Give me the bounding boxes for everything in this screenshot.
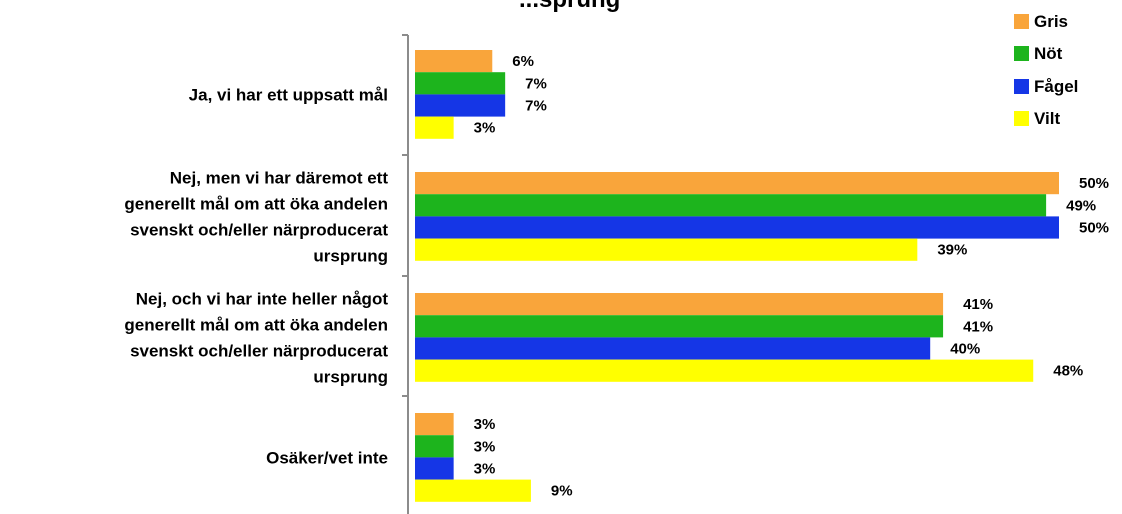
- bar-vilt-3: [415, 359, 1034, 382]
- value-label-gris-1: 6%: [512, 53, 534, 70]
- legend-item-gris: Gris: [1014, 12, 1068, 31]
- legend-item-not: Nöt: [1014, 44, 1063, 63]
- value-label-fagel-4: 3%: [474, 461, 496, 478]
- category-label-1-line-1: Ja, vi har ett uppsatt mål: [189, 85, 388, 104]
- value-label-vilt-3: 48%: [1053, 363, 1083, 380]
- value-label-gris-4: 3%: [474, 416, 496, 433]
- value-label-gris-2: 50%: [1079, 175, 1109, 192]
- legend-swatch-fagel: [1014, 79, 1029, 94]
- axis-layer: [402, 34, 409, 514]
- category-label-2-line-1: Nej, men vi har däremot ett: [170, 168, 389, 187]
- value-label-vilt-2: 39%: [937, 242, 967, 259]
- category-label-2-line-4: ursprung: [313, 246, 388, 265]
- value-label-fagel-2: 50%: [1079, 220, 1109, 237]
- bar-not-3: [415, 315, 944, 338]
- bar-fagel-2: [415, 216, 1059, 239]
- bars-layer: [415, 50, 1059, 502]
- bar-fagel-1: [415, 94, 506, 117]
- bar-gris-2: [415, 172, 1059, 195]
- bar-not-2: [415, 194, 1047, 217]
- legend-swatch-not: [1014, 46, 1029, 61]
- bar-gris-1: [415, 50, 493, 73]
- value-label-gris-3: 41%: [963, 296, 993, 313]
- legend-item-vilt: Vilt: [1014, 109, 1060, 128]
- category-label-2-line-2: generellt mål om att öka andelen: [124, 194, 388, 213]
- bar-vilt-1: [415, 116, 454, 139]
- bar-not-1: [415, 72, 506, 95]
- bar-fagel-3: [415, 337, 931, 360]
- legend-label-not: Nöt: [1034, 44, 1063, 63]
- value-label-not-2: 49%: [1066, 197, 1096, 214]
- legend-item-fagel: Fågel: [1014, 77, 1078, 96]
- bar-vilt-2: [415, 238, 918, 261]
- legend: Gris Nöt Fågel Vilt: [1014, 12, 1078, 128]
- bar-gris-3: [415, 293, 944, 316]
- bar-vilt-4: [415, 479, 531, 502]
- bar-gris-4: [415, 413, 454, 436]
- legend-label-vilt: Vilt: [1034, 109, 1060, 128]
- category-label-3-line-1: Nej, och vi har inte heller något: [136, 289, 389, 308]
- value-label-not-3: 41%: [963, 318, 993, 335]
- category-label-3-line-3: svenskt och/eller närproducerat: [130, 341, 388, 360]
- bar-not-4: [415, 435, 454, 458]
- chart-title: ...sprung: [519, 0, 620, 13]
- value-label-fagel-3: 40%: [950, 341, 980, 358]
- category-label-4-line-1: Osäker/vet inte: [266, 448, 388, 467]
- bar-fagel-4: [415, 457, 454, 480]
- value-label-vilt-1: 3%: [474, 120, 496, 137]
- legend-label-gris: Gris: [1034, 12, 1068, 31]
- legend-swatch-gris: [1014, 14, 1029, 29]
- legend-swatch-vilt: [1014, 111, 1029, 126]
- legend-label-fagel: Fågel: [1034, 77, 1078, 96]
- value-label-not-1: 7%: [525, 75, 547, 92]
- value-label-fagel-1: 7%: [525, 98, 547, 115]
- category-label-2-line-3: svenskt och/eller närproducerat: [130, 220, 388, 239]
- value-label-not-4: 3%: [474, 438, 496, 455]
- value-label-vilt-4: 9%: [551, 483, 573, 500]
- category-label-3-line-4: ursprung: [313, 367, 388, 386]
- category-labels-layer: Ja, vi har ett uppsatt mål Nej, men vi ha…: [124, 85, 388, 467]
- category-label-3-line-2: generellt mål om att öka andelen: [124, 315, 388, 334]
- value-labels-layer: 6% 50% 41% 3% 7% 49% 41% 3% 7% 50% 40% 3% 3% 39% 48% 9%: [474, 53, 1109, 500]
